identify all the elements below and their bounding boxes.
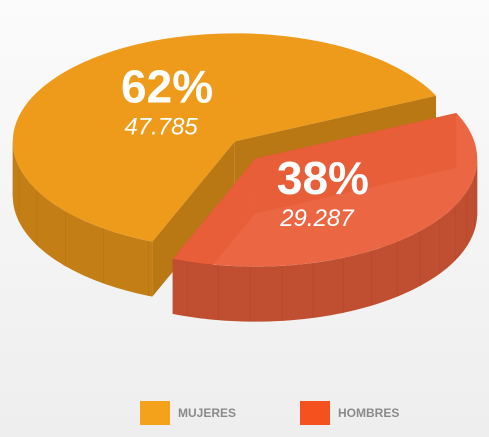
slice-top — [172, 113, 478, 267]
slice-side — [172, 159, 478, 322]
legend-label: HOMBRES — [338, 406, 399, 420]
percent-label: 62% — [121, 60, 213, 112]
slice-wall — [152, 141, 235, 297]
legend-swatch — [300, 401, 330, 425]
legend-label: MUJERES — [178, 406, 236, 420]
count-label: 47.785 — [124, 114, 198, 141]
legend-swatch — [140, 401, 170, 425]
slice-side — [12, 141, 153, 297]
percent-label: 38% — [277, 152, 369, 204]
slice-top — [12, 33, 437, 242]
count-label: 29.287 — [279, 205, 355, 232]
